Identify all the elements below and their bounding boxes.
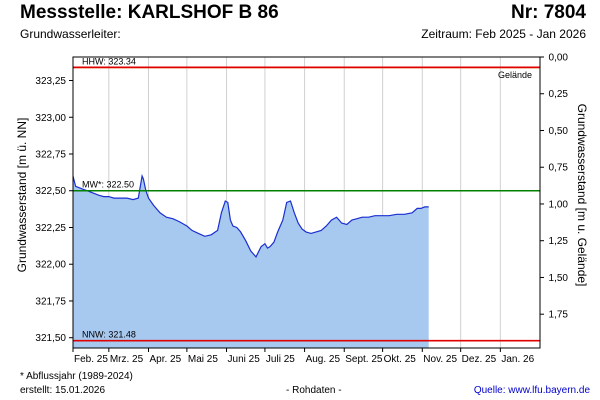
water-level-area bbox=[73, 176, 429, 348]
x-tick-label: Mrz. 25 bbox=[110, 354, 144, 365]
plot-frame bbox=[72, 56, 541, 349]
x-tick-label: Jan. 26 bbox=[501, 354, 534, 365]
reference-label: NNW: 321.48 bbox=[82, 330, 136, 340]
x-tick-label: Sept. 25 bbox=[345, 354, 383, 365]
water-level-line bbox=[72, 173, 429, 258]
x-tick-label: Juli 25 bbox=[266, 354, 295, 365]
x-tick-label: Apr. 25 bbox=[149, 354, 181, 365]
y-tick-label: 322,00 bbox=[35, 260, 66, 271]
x-tick-label: Mai 25 bbox=[188, 354, 218, 365]
y2-tick-label: 1,25 bbox=[549, 236, 569, 247]
y2-tick-label: 0,25 bbox=[549, 89, 569, 100]
axis-ticks: Feb. 25 Mrz. 25 Apr. 25 Mai 25 Juni 25 Juli 2… bbox=[35, 53, 568, 366]
x-tick-label: Okt. 25 bbox=[384, 354, 417, 365]
y-tick-label: 323,25 bbox=[35, 76, 66, 87]
x-tick-label: Juni 25 bbox=[228, 354, 261, 365]
y-tick-label: 321,50 bbox=[35, 333, 66, 344]
y2-tick-label: 1,00 bbox=[549, 199, 569, 210]
source-link[interactable]: Quelle: www.lfu.bayern.de bbox=[473, 385, 590, 396]
y2-tick-label: 1,75 bbox=[549, 310, 569, 321]
footnote: * Abflussjahr (1989-2024) bbox=[20, 371, 133, 382]
aquifer-label: Grundwasserleiter: bbox=[20, 27, 121, 41]
reference-label: HHW: 323.34 bbox=[82, 56, 136, 66]
x-tick-label: Feb. 25 bbox=[74, 354, 108, 365]
reference-label: MW*: 322.50 bbox=[82, 180, 134, 190]
reference-lines: Gelände HHW: 323.34 MW*: 322.50 NNW: 321.48 bbox=[73, 56, 540, 342]
y2-tick-label: 0,00 bbox=[549, 53, 569, 64]
y2-tick-label: 0,50 bbox=[549, 126, 569, 137]
ground-label: Gelände bbox=[498, 70, 532, 80]
x-tick-label: Dez. 25 bbox=[462, 354, 497, 365]
x-tick-label: Aug. 25 bbox=[306, 354, 341, 365]
y-tick-label: 323,00 bbox=[35, 113, 66, 124]
period-label: Zeitraum: Feb 2025 - Jan 2026 bbox=[421, 27, 586, 41]
created-date: erstellt: 15.01.2026 bbox=[20, 385, 106, 396]
y-tick-label: 322,75 bbox=[35, 150, 66, 161]
station-number: Nr: 7804 bbox=[511, 2, 586, 23]
y-tick-label: 321,75 bbox=[35, 296, 66, 307]
y2-tick-label: 1,50 bbox=[549, 273, 569, 284]
page-title: Messstelle: KARLSHOF B 86 bbox=[20, 2, 279, 23]
y-tick-label: 322,25 bbox=[35, 223, 66, 234]
y-tick-label: 322,50 bbox=[35, 186, 66, 197]
raw-data-note: - Rohdaten - bbox=[286, 385, 342, 396]
x-tick-label: Nov. 25 bbox=[423, 354, 457, 365]
y2-tick-label: 0,75 bbox=[549, 163, 569, 174]
